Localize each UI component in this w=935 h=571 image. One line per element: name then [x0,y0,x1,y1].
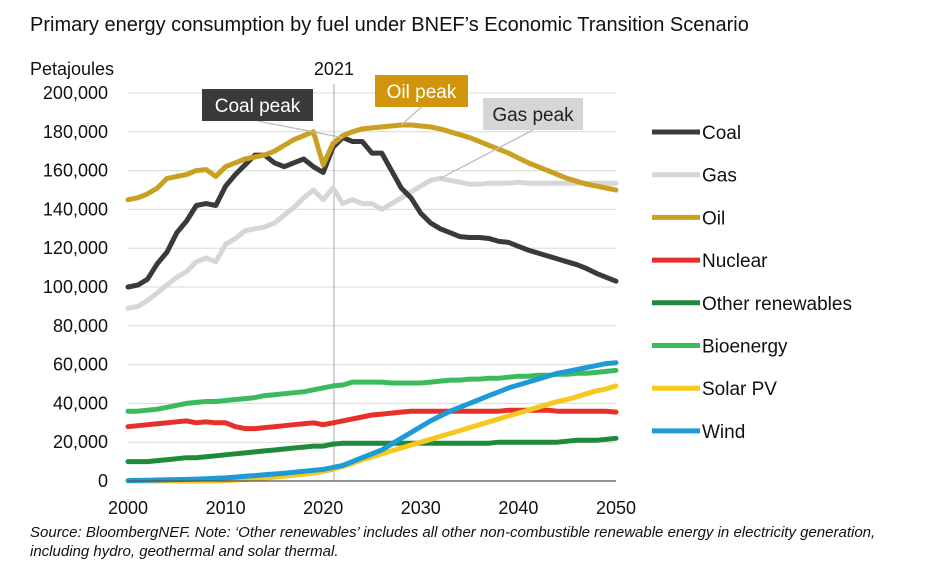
annotation-box-gas-peak [483,98,583,130]
y-tick-label: 100,000 [43,277,108,297]
series-line-oil [125,122,619,203]
source-note: Source: BloombergNEF. Note: ‘Other renew… [30,524,876,560]
y-tick-label: 40,000 [53,393,108,413]
y-axis-label: Petajoules [30,59,114,79]
x-tick-label: 2040 [498,498,538,518]
series-line-wind [125,360,619,484]
series-line-gas [125,175,619,311]
legend-label-other-renewables: Other renewables [702,294,852,315]
annotation-leader-oil-peak [400,106,422,126]
line-chart: 0 20,000 40,000 60,000 80,000 100,000 120,000 1… [30,59,852,518]
series-lines [125,122,619,484]
legend-label-gas: Gas [702,166,737,187]
vline-label: 2021 [314,59,354,79]
series-line-coal [125,135,619,290]
y-tick-label: 20,000 [53,432,108,452]
x-tick-label: 2020 [303,498,343,518]
legend-label-wind: Wind [702,422,745,443]
y-tick-label: 160,000 [43,161,108,181]
chart-title: Primary energy consumption by fuel under… [30,14,749,36]
x-tick-label: 2030 [401,498,441,518]
annotation-oil-peak: Oil peak [387,82,457,103]
y-tick-label: 80,000 [53,316,108,336]
y-tick-label: 0 [98,471,108,491]
legend-label-oil: Oil [702,208,725,229]
annotation-coal-peak: Coal peak [215,96,301,117]
series-line-other-renewables [125,435,619,465]
annotation-leader-gas-peak [440,129,534,179]
y-tick-label: 180,000 [43,122,108,142]
annotations: Coal peak Oil peak Gas peak [202,75,583,179]
y-axis-ticks: 0 20,000 40,000 60,000 80,000 100,000 120,000 1… [43,83,108,491]
annotation-gas-peak: Gas peak [492,105,574,126]
annotation-leader-coal-peak [257,120,343,139]
legend-label-coal: Coal [702,123,741,144]
x-tick-label: 2050 [596,498,636,518]
legend-label-bioenergy: Bioenergy [702,337,788,358]
y-tick-label: 200,000 [43,83,108,103]
legend: Coal Gas Oil Nuclear Other renewables Bioener… [652,123,852,443]
gridlines [128,92,616,443]
annotation-box-coal-peak [202,89,313,121]
y-tick-label: 140,000 [43,199,108,219]
legend-label-nuclear: Nuclear [702,251,768,272]
series-line-bioenergy [125,367,619,414]
x-tick-label: 2010 [206,498,246,518]
annotation-box-oil-peak [375,75,468,107]
x-tick-label: 2000 [108,498,148,518]
series-line-nuclear [125,407,619,432]
y-tick-label: 120,000 [43,238,108,258]
legend-label-solar-pv: Solar PV [702,379,777,400]
x-axis-ticks: 2000 2010 2020 2030 2040 2050 [108,498,636,518]
y-tick-label: 60,000 [53,355,108,375]
